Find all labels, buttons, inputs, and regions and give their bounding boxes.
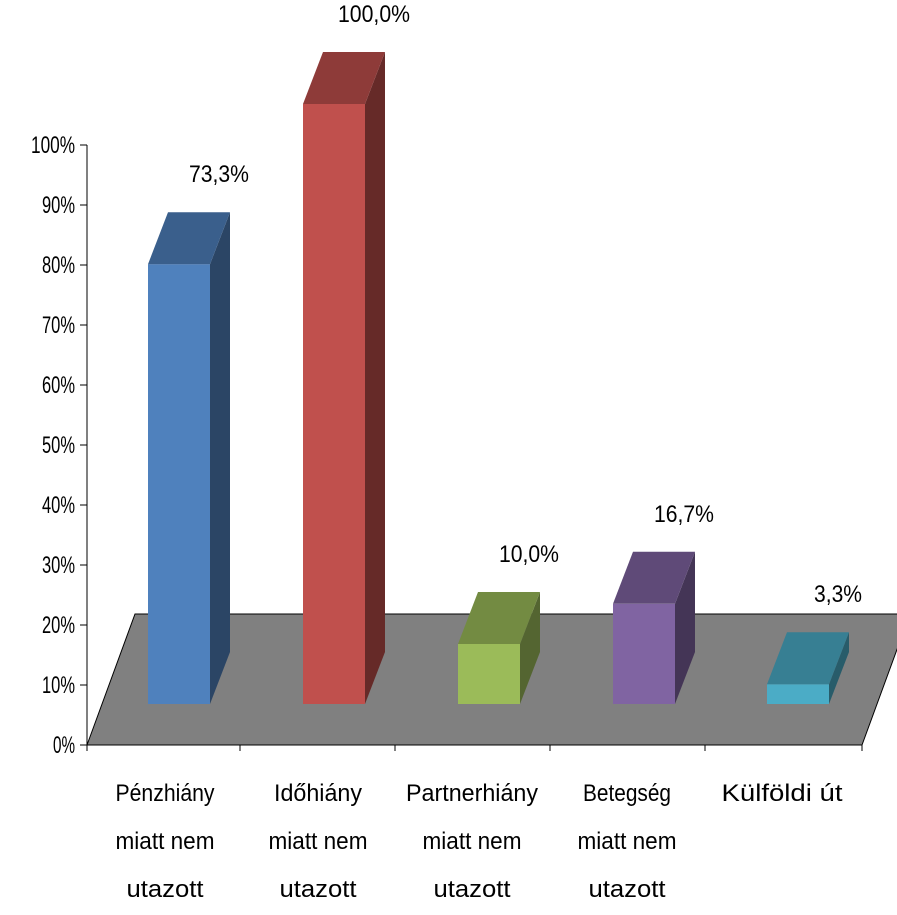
- category-label-line: miatt nem: [423, 828, 522, 855]
- bar: [767, 632, 849, 704]
- bar-top-face: [458, 592, 540, 644]
- data-label: 73,3%: [189, 161, 249, 188]
- data-label: 16,7%: [654, 501, 714, 528]
- bar: [613, 551, 695, 704]
- bar-front-face: [458, 644, 520, 704]
- y-tick-label: 0%: [53, 732, 75, 759]
- category-label-line: Pénzhiány: [116, 780, 215, 807]
- y-tick-label: 70%: [42, 312, 75, 339]
- bar-side-face: [520, 592, 540, 704]
- y-tick-label: 60%: [42, 372, 75, 399]
- bar-side-face: [365, 52, 385, 704]
- y-tick-label: 20%: [42, 612, 75, 639]
- category-label: Külföldi út: [722, 780, 843, 807]
- category-label: Időhiány miatt nem utazott: [269, 780, 368, 903]
- y-tick-label: 40%: [42, 492, 75, 519]
- bar-side-face: [210, 212, 230, 704]
- axis-layer: 0% 10% 20% 30% 40% 50% 60% 70% 80% 90% 100%: [31, 132, 863, 759]
- category-label-line: utazott: [280, 876, 357, 903]
- y-tick-label: 30%: [42, 552, 75, 579]
- bar: [303, 52, 385, 704]
- bar-front-face: [148, 264, 210, 704]
- data-label: 10,0%: [499, 541, 559, 568]
- bar-side-face: [675, 551, 695, 704]
- data-labels-layer: 73,3% 100,0% 10,0% 16,7% 3,3%: [189, 1, 862, 608]
- bar-top-face: [613, 551, 695, 604]
- category-label: Pénzhiány miatt nem utazott: [116, 780, 215, 903]
- bars-layer: [148, 52, 849, 704]
- category-label-line: Külföldi út: [722, 780, 843, 807]
- y-tick-label: 50%: [42, 432, 75, 459]
- y-tick-label: 90%: [42, 192, 75, 219]
- category-label-line: utazott: [127, 876, 204, 903]
- category-label-line: miatt nem: [269, 828, 368, 855]
- category-label-line: utazott: [434, 876, 511, 903]
- category-labels-layer: Pénzhiány miatt nem utazott Időhiány miatt n…: [116, 780, 843, 903]
- data-label: 100,0%: [338, 1, 410, 28]
- bar-front-face: [303, 104, 365, 704]
- y-tick-label: 80%: [42, 252, 75, 279]
- category-label-line: Időhiány: [274, 780, 362, 807]
- bar-side-face: [829, 632, 849, 704]
- category-label: Betegség miatt nem utazott: [578, 780, 677, 903]
- bar-top-face: [303, 52, 385, 104]
- bar-front-face: [767, 684, 829, 704]
- bar-top-face: [767, 632, 849, 685]
- category-label-line: utazott: [589, 876, 666, 903]
- bar: [148, 212, 230, 704]
- category-label-line: Partnerhiány: [406, 780, 538, 807]
- category-label-line: Betegség: [583, 780, 671, 807]
- bar-top-face: [148, 212, 230, 265]
- y-tick-label: 10%: [42, 672, 75, 699]
- category-label-line: miatt nem: [578, 828, 677, 855]
- bar: [458, 592, 540, 704]
- category-label: Partnerhiány miatt nem utazott: [406, 780, 538, 903]
- y-tick-label: 100%: [31, 132, 75, 159]
- category-label-line: miatt nem: [116, 828, 215, 855]
- bar-front-face: [613, 603, 675, 704]
- data-label: 3,3%: [814, 581, 862, 608]
